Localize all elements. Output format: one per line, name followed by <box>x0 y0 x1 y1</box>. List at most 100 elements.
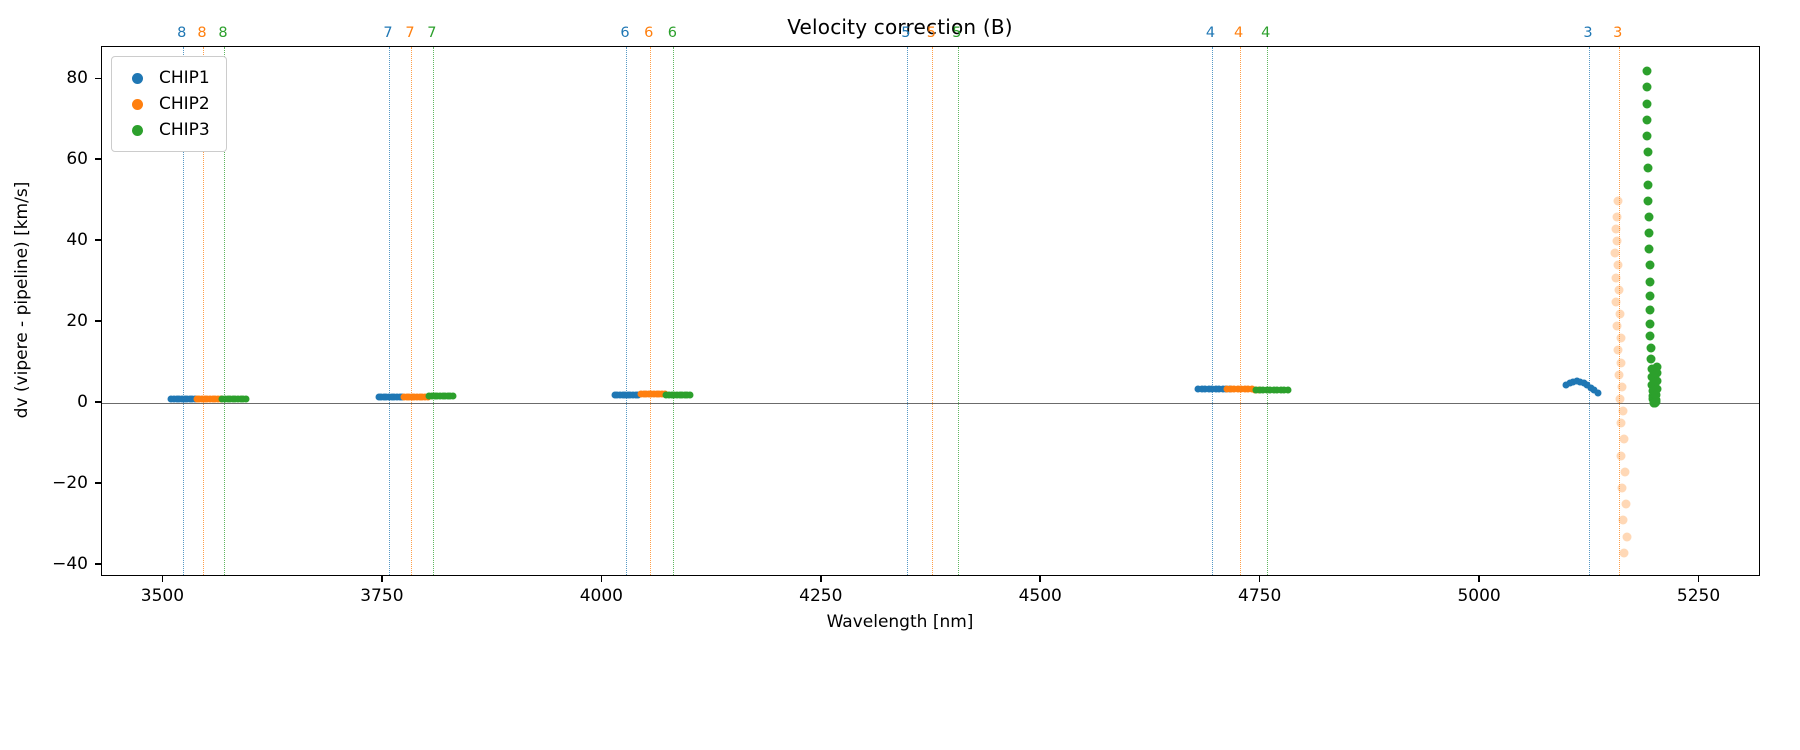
legend-label-chip1: CHIP1 <box>159 68 210 88</box>
data-point <box>1643 196 1653 206</box>
data-point <box>1651 390 1661 400</box>
data-point <box>1263 386 1271 394</box>
y-axis-label: dv (vipere - pipeline) [km/s] <box>12 181 32 419</box>
data-point <box>1616 451 1626 461</box>
data-point <box>1652 376 1662 386</box>
y-tick-label: −40 <box>52 553 88 574</box>
data-point <box>1611 273 1621 283</box>
data-point <box>449 392 457 400</box>
data-point <box>1643 180 1653 190</box>
x-tick-label: 5250 <box>1676 586 1721 606</box>
chart-title: Velocity correction (B) <box>787 15 1013 39</box>
data-point <box>1652 362 1662 372</box>
data-point <box>1642 82 1652 92</box>
order-number-label: 5 <box>901 25 911 41</box>
data-point <box>1645 260 1655 270</box>
y-tick-mark <box>95 158 101 161</box>
data-point <box>1642 99 1652 109</box>
x-axis-label: Wavelength [nm] <box>826 612 974 632</box>
order-number-label: 7 <box>383 25 393 41</box>
legend-label-chip2: CHIP2 <box>159 94 210 114</box>
order-marker-line <box>389 47 391 575</box>
data-point <box>1642 66 1652 76</box>
data-point <box>1616 418 1626 428</box>
x-tick-label: 3750 <box>360 586 404 606</box>
data-point <box>1266 386 1274 394</box>
data-point <box>1223 385 1231 393</box>
order-marker-line <box>957 47 959 575</box>
order-number-label: 4 <box>1233 25 1244 41</box>
data-point <box>1643 163 1653 173</box>
data-point <box>1587 384 1595 392</box>
data-point <box>1645 277 1655 287</box>
data-point <box>1212 385 1220 393</box>
data-point <box>1610 248 1620 258</box>
y-tick-mark <box>95 77 101 80</box>
order-number-label: 6 <box>644 25 654 41</box>
data-point <box>1618 406 1628 416</box>
order-marker-line <box>182 47 184 575</box>
order-marker-line <box>202 47 204 575</box>
data-point <box>1619 548 1629 558</box>
x-tick-label: 5000 <box>1457 586 1501 606</box>
data-point <box>1241 385 1249 393</box>
data-point <box>1642 115 1652 125</box>
x-tick-mark <box>1478 576 1480 582</box>
y-tick-mark <box>95 239 101 241</box>
legend-item[interactable]: CHIP3 <box>122 117 210 143</box>
order-number-label: 4 <box>1205 25 1216 41</box>
y-tick-label: 40 <box>66 230 88 251</box>
zero-reference-line <box>102 403 1759 405</box>
data-point <box>1201 385 1209 393</box>
data-point <box>1614 285 1624 295</box>
data-point <box>1645 331 1655 341</box>
data-point <box>1647 364 1657 374</box>
order-number-label: 8 <box>197 25 207 41</box>
order-marker-line <box>432 47 434 575</box>
y-tick-mark <box>95 320 101 322</box>
data-point <box>1277 386 1285 394</box>
legend[interactable]: CHIP1 CHIP2 CHIP3 <box>111 56 227 152</box>
plot-area[interactable] <box>101 46 1760 576</box>
data-point <box>1644 244 1654 254</box>
data-point <box>1621 499 1631 509</box>
order-marker-line <box>673 47 675 575</box>
order-number-label: 5 <box>926 25 936 41</box>
data-point <box>1573 377 1581 385</box>
data-point <box>1280 386 1288 394</box>
x-tick-mark <box>1697 576 1700 582</box>
y-tick-mark <box>95 482 101 484</box>
data-point <box>1270 386 1278 394</box>
x-tick-label: 4250 <box>799 586 843 606</box>
order-marker-line <box>626 47 628 575</box>
legend-swatch-chip2 <box>132 98 143 110</box>
y-tick-label: 0 <box>77 392 88 413</box>
order-marker-line <box>1239 47 1241 575</box>
data-point <box>1569 378 1577 386</box>
data-point <box>1615 394 1625 404</box>
x-tick-mark <box>161 576 164 582</box>
data-point <box>1594 389 1602 396</box>
data-point <box>1645 305 1655 315</box>
data-point <box>1645 291 1655 301</box>
data-point <box>1256 386 1264 394</box>
legend-item[interactable]: CHIP1 <box>122 65 210 91</box>
data-point <box>1613 196 1623 206</box>
data-point <box>1237 385 1245 393</box>
order-marker-line <box>410 47 412 575</box>
data-point <box>1230 385 1238 393</box>
data-point <box>1215 385 1223 393</box>
data-point <box>1652 384 1662 394</box>
y-tick-label: 60 <box>66 149 88 170</box>
data-point <box>1612 236 1622 246</box>
y-tick-mark <box>95 563 101 565</box>
y-tick-mark <box>95 401 101 403</box>
data-point <box>1645 319 1655 329</box>
order-number-label: 8 <box>177 25 187 41</box>
order-number-label: 5 <box>952 25 962 41</box>
data-point <box>1622 532 1632 542</box>
legend-swatch-chip1 <box>132 72 143 84</box>
legend-item[interactable]: CHIP2 <box>122 91 210 117</box>
data-point <box>1613 345 1623 355</box>
